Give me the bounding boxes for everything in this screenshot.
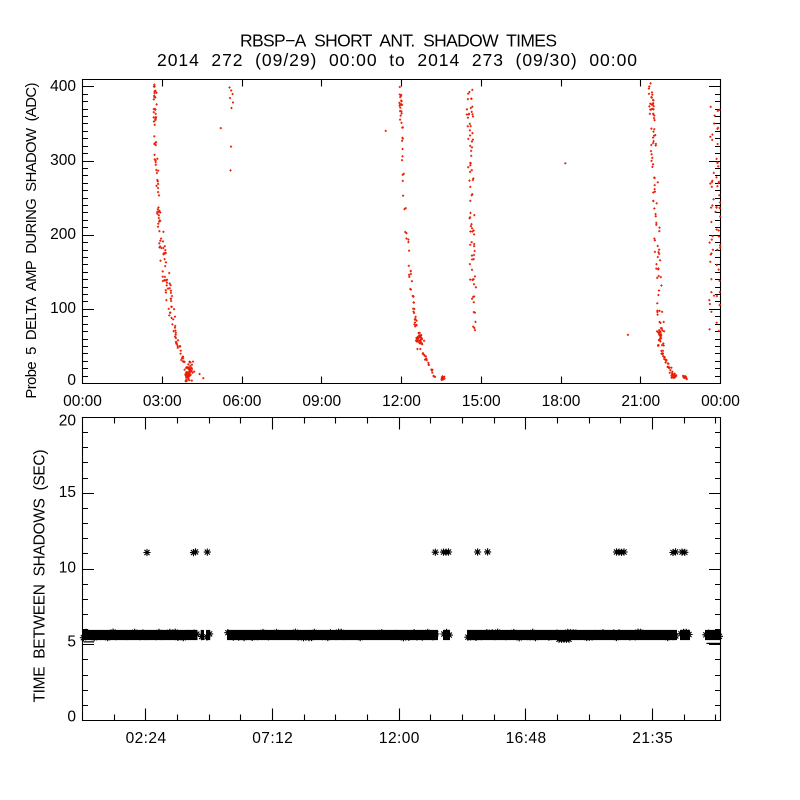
svg-text:12:00: 12:00 [379, 730, 420, 747]
svg-text:21:35: 21:35 [632, 730, 673, 747]
svg-text:5: 5 [67, 634, 76, 651]
svg-text:20: 20 [59, 413, 77, 430]
svg-text:0: 0 [67, 709, 76, 726]
svg-text:00:00: 00:00 [701, 393, 740, 410]
svg-text:00:00: 00:00 [63, 393, 102, 410]
svg-text:09:00: 09:00 [302, 393, 341, 410]
svg-text:200: 200 [50, 226, 76, 243]
svg-text:18:00: 18:00 [542, 393, 581, 410]
svg-text:RBSP−A SHORT ANT. SHADOW T: RBSP−A SHORT ANT. SHADOW TIMES [240, 31, 557, 51]
svg-text:21:00: 21:00 [621, 393, 660, 410]
svg-text:300: 300 [50, 152, 76, 169]
svg-text:03:00: 03:00 [143, 393, 182, 410]
svg-text:0: 0 [67, 372, 76, 389]
svg-text:10: 10 [59, 560, 77, 577]
svg-text:06:00: 06:00 [223, 393, 262, 410]
svg-text:2014 272 (09/29) 00:00 to: 2014 272 (09/29) 00:00 to 2014 273 (09/3… [157, 50, 637, 70]
svg-text:07:12: 07:12 [252, 730, 293, 747]
svg-text:Probe 5 DELTA AMP DURING: Probe 5 DELTA AMP DURING SHADOW (ADC) [24, 83, 40, 399]
svg-text:TIME BETWEEN SHADOWS (SEC): TIME BETWEEN SHADOWS (SEC) [32, 450, 49, 703]
svg-text:15: 15 [59, 484, 76, 501]
svg-text:12:00: 12:00 [382, 393, 421, 410]
svg-text:02:24: 02:24 [126, 730, 167, 747]
svg-text:16:48: 16:48 [506, 730, 547, 747]
svg-text:400: 400 [50, 78, 76, 95]
svg-text:100: 100 [50, 300, 76, 317]
svg-text:15:00: 15:00 [462, 393, 501, 410]
